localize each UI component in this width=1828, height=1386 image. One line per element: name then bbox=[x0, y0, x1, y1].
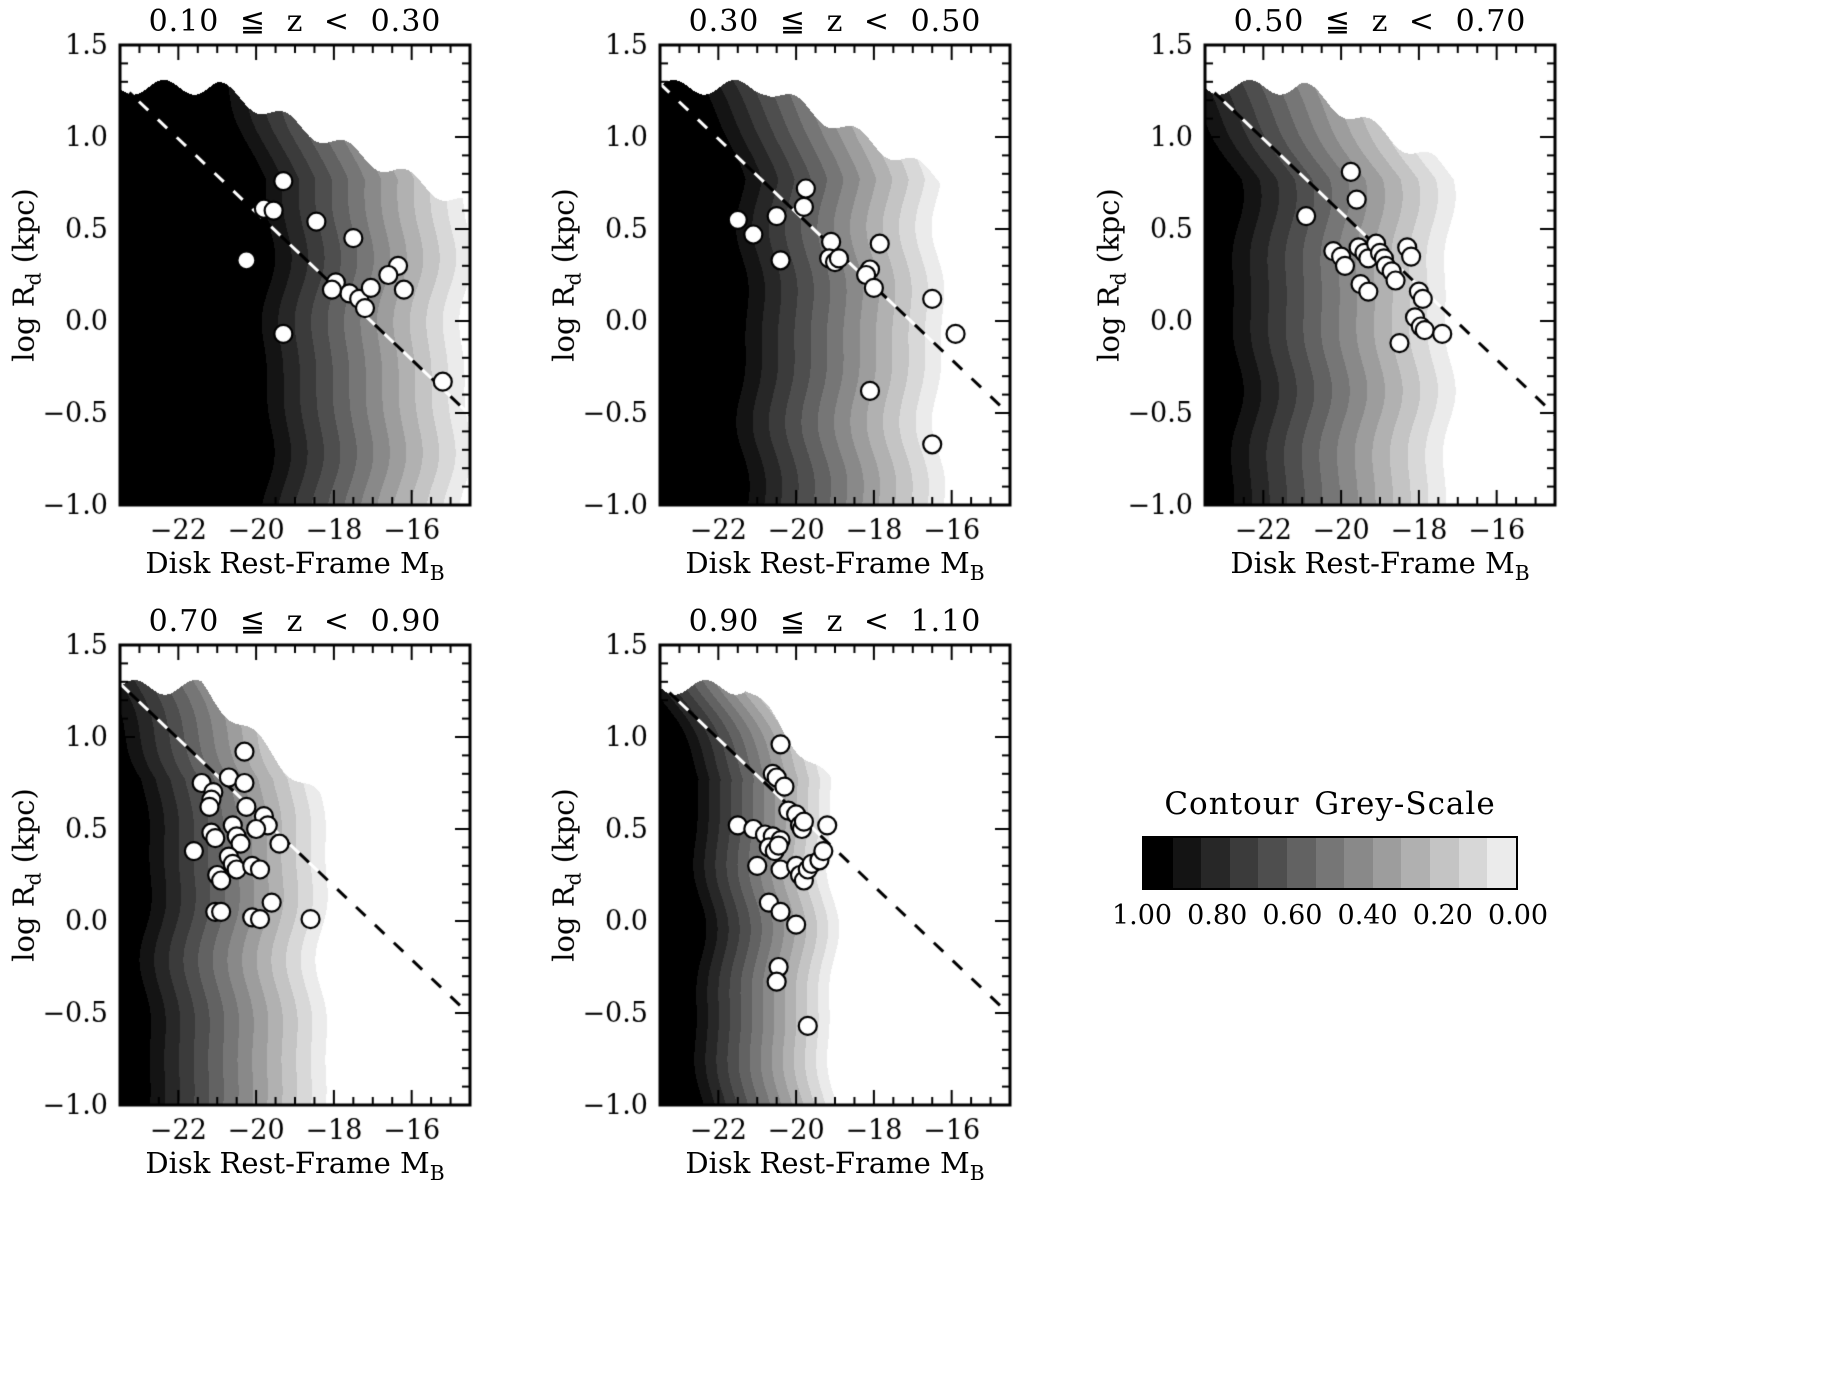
panel-title: 0.70 ≦ z < 0.90 bbox=[148, 604, 442, 639]
x-axis-label-subscript: B bbox=[1514, 560, 1530, 585]
panel-title: 0.30 ≦ z < 0.50 bbox=[688, 4, 982, 39]
x-axis-label: Disk Rest-Frame MB bbox=[120, 1146, 470, 1185]
panel-title: 0.90 ≦ z < 1.10 bbox=[688, 604, 982, 639]
y-axis-label-text: log R bbox=[1091, 285, 1126, 362]
legend-swatch bbox=[1401, 838, 1431, 888]
legend-swatch bbox=[1258, 838, 1288, 888]
panel-z-0.70-0.90: 0.70 ≦ z < 0.90 Disk Rest-Frame MB log R… bbox=[0, 600, 609, 1200]
x-axis-label: Disk Rest-Frame MB bbox=[120, 546, 470, 585]
y-axis-label-subscript: d bbox=[561, 272, 586, 286]
legend-title: Contour Grey-Scale bbox=[1164, 786, 1496, 822]
y-axis-label-text: log R bbox=[546, 885, 581, 962]
y-axis-label-subscript: d bbox=[21, 872, 46, 886]
y-axis-label: log Rd (kpc) bbox=[547, 188, 586, 362]
x-axis-label-text: Disk Rest-Frame M bbox=[685, 1146, 970, 1180]
legend-swatch bbox=[1430, 838, 1459, 888]
legend-swatch bbox=[1344, 838, 1373, 888]
panel-z-0.90-1.10: 0.90 ≦ z < 1.10 Disk Rest-Frame MB log R… bbox=[540, 600, 1149, 1200]
y-axis-label-text: log R bbox=[546, 285, 581, 362]
y-axis-label: log Rd (kpc) bbox=[7, 788, 46, 962]
panel-title: 0.10 ≦ z < 0.30 bbox=[148, 4, 442, 39]
legend-tick-label: 0.80 bbox=[1187, 900, 1248, 931]
panel-title: 0.50 ≦ z < 0.70 bbox=[1233, 4, 1527, 39]
x-axis-label-text: Disk Rest-Frame M bbox=[145, 546, 430, 580]
legend-greyscale-bar bbox=[1142, 836, 1518, 890]
legend-swatch bbox=[1458, 838, 1488, 888]
x-axis-label-subscript: B bbox=[429, 1160, 445, 1185]
x-axis-label: Disk Rest-Frame MB bbox=[660, 1146, 1010, 1185]
legend-swatch bbox=[1201, 838, 1230, 888]
x-axis-label-text: Disk Rest-Frame M bbox=[685, 546, 970, 580]
y-axis-label: log Rd (kpc) bbox=[547, 788, 586, 962]
legend-tick-label: 1.00 bbox=[1111, 900, 1173, 931]
x-axis-label: Disk Rest-Frame MB bbox=[660, 546, 1010, 585]
legend-swatch bbox=[1172, 838, 1202, 888]
x-axis-label: Disk Rest-Frame MB bbox=[1205, 546, 1555, 585]
x-axis-label-text: Disk Rest-Frame M bbox=[1230, 546, 1515, 580]
plot-canvas bbox=[0, 600, 609, 1200]
panel-z-0.50-0.70: 0.50 ≦ z < 0.70 Disk Rest-Frame MB log R… bbox=[1085, 0, 1694, 600]
plot-canvas bbox=[540, 600, 1149, 1200]
y-axis-label-text: log R bbox=[6, 285, 41, 362]
legend-tick-label: 0.00 bbox=[1487, 900, 1549, 931]
y-axis-label-units: (kpc) bbox=[1091, 188, 1126, 273]
y-axis-label-subscript: d bbox=[1106, 272, 1131, 286]
y-axis-label-units: (kpc) bbox=[6, 188, 41, 273]
legend-swatch bbox=[1229, 838, 1259, 888]
y-axis-label-subscript: d bbox=[561, 872, 586, 886]
plot-canvas bbox=[0, 0, 609, 600]
contour-greyscale-legend: Contour Grey-Scale 1.00 0.80 0.60 0.40 0.20 0… bbox=[1112, 786, 1548, 932]
x-axis-label-subscript: B bbox=[429, 560, 445, 585]
y-axis-label: log Rd (kpc) bbox=[1092, 188, 1131, 362]
panel-z-0.10-0.30: 0.10 ≦ z < 0.30 Disk Rest-Frame MB log R… bbox=[0, 0, 609, 600]
legend-swatch bbox=[1144, 838, 1173, 888]
legend-tick-label: 0.20 bbox=[1412, 900, 1473, 931]
y-axis-label-units: (kpc) bbox=[546, 788, 581, 873]
legend-swatch bbox=[1372, 838, 1402, 888]
y-axis-label-text: log R bbox=[6, 885, 41, 962]
legend-tick-label: 0.60 bbox=[1262, 900, 1323, 931]
panel-z-0.30-0.50: 0.30 ≦ z < 0.50 Disk Rest-Frame MB log R… bbox=[540, 0, 1149, 600]
y-axis-label: log Rd (kpc) bbox=[7, 188, 46, 362]
x-axis-label-text: Disk Rest-Frame M bbox=[145, 1146, 430, 1180]
legend-swatch bbox=[1287, 838, 1316, 888]
legend-swatch bbox=[1315, 838, 1345, 888]
y-axis-label-units: (kpc) bbox=[6, 788, 41, 873]
x-axis-label-subscript: B bbox=[969, 1160, 985, 1185]
y-axis-label-subscript: d bbox=[21, 272, 46, 286]
plot-canvas bbox=[1085, 0, 1694, 600]
legend-swatch bbox=[1487, 838, 1516, 888]
legend-tick-labels: 1.00 0.80 0.60 0.40 0.20 0.00 bbox=[1112, 900, 1548, 932]
legend-tick-label: 0.40 bbox=[1337, 900, 1398, 931]
x-axis-label-subscript: B bbox=[969, 560, 985, 585]
y-axis-label-units: (kpc) bbox=[546, 188, 581, 273]
plot-canvas bbox=[540, 0, 1149, 600]
